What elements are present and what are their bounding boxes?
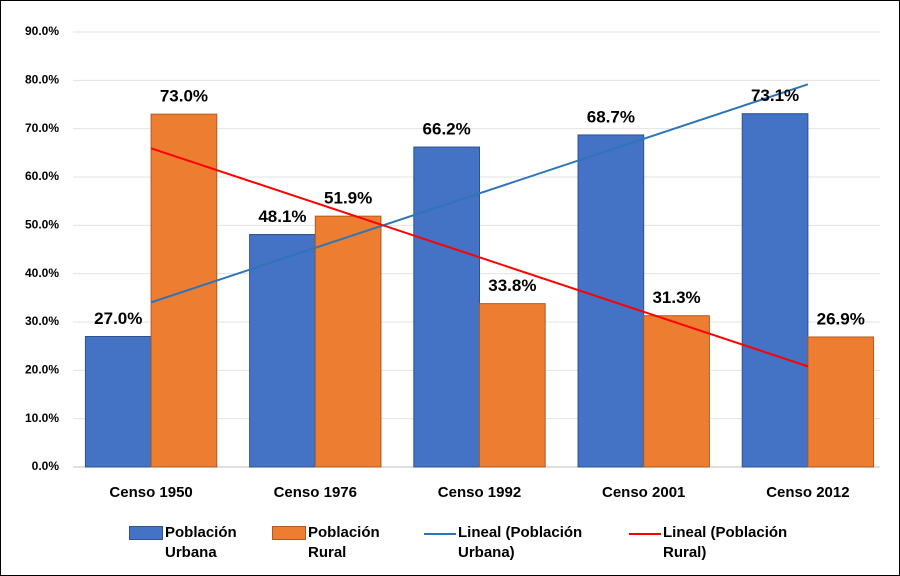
bar <box>807 336 875 468</box>
y-tick-label: 80.0% <box>25 73 59 87</box>
legend-label: Lineal (Población Urbana) <box>458 524 583 561</box>
bar <box>741 113 809 468</box>
legend-swatch <box>272 526 306 540</box>
data-label: 73.0% <box>160 87 208 106</box>
y-tick-label: 30.0% <box>25 314 59 328</box>
x-tick-label: Censo 2012 <box>766 484 849 501</box>
data-label: 26.9% <box>817 309 865 328</box>
legend-item: Población Rural <box>272 523 418 563</box>
legend-label: Población Rural <box>308 524 380 561</box>
bar <box>479 303 546 468</box>
y-tick-label: 50.0% <box>25 218 59 232</box>
data-label: 68.7% <box>587 107 635 126</box>
y-tick-label: 10.0% <box>25 411 59 425</box>
legend-swatch <box>129 526 163 540</box>
data-label: 73.1% <box>751 86 799 105</box>
bar <box>249 234 316 468</box>
y-tick-label: 70.0% <box>25 121 59 135</box>
x-tick-label: Censo 1976 <box>274 484 357 501</box>
data-label: 51.9% <box>324 189 372 208</box>
x-tick-label: Censo 1950 <box>109 484 192 501</box>
trend-line <box>150 147 809 368</box>
data-label: 33.8% <box>488 276 536 295</box>
trend-line <box>150 83 809 304</box>
legend-label: Población Urbana <box>165 524 237 561</box>
y-tick-label: 90.0% <box>25 24 59 38</box>
legend-item: Población Urbana <box>129 523 275 563</box>
legend-item: Lineal (Población Urbana) <box>424 523 608 563</box>
y-tick-label: 20.0% <box>25 363 59 377</box>
y-tick-label: 40.0% <box>25 266 59 280</box>
y-tick-label: 0.0% <box>32 459 60 473</box>
bar <box>643 315 710 468</box>
bar <box>84 336 152 468</box>
bar <box>314 215 382 468</box>
data-label: 31.3% <box>652 288 700 307</box>
data-label: 66.2% <box>423 120 471 139</box>
y-tick-label: 60.0% <box>25 169 59 183</box>
legend-swatch <box>629 533 661 535</box>
bar <box>413 146 481 468</box>
data-label: 27.0% <box>94 309 142 328</box>
legend-swatch <box>424 533 456 535</box>
legend-item: Lineal (Población Rural) <box>629 523 813 563</box>
data-label: 48.1% <box>258 207 306 226</box>
x-tick-label: Censo 2001 <box>602 484 685 501</box>
x-tick-label: Censo 1992 <box>438 484 521 501</box>
legend-label: Lineal (Población Rural) <box>663 524 788 561</box>
